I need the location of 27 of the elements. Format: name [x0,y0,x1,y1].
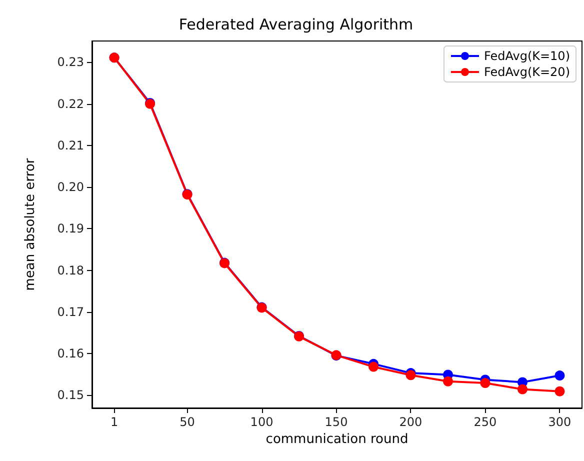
y-axis-title: mean absolute error [23,158,38,291]
point [554,386,565,396]
x-tick-label: 300 [548,415,572,429]
y-tick-label: 0.19 [57,222,84,236]
y-tick-label: 0.23 [57,55,84,70]
x-tick-label: 200 [399,415,422,429]
point [480,378,490,388]
legend-label: FedAvg(K=10) [484,49,570,63]
x-tick-label: 150 [324,415,348,429]
y-tick-label: 0.18 [57,263,84,278]
chart-title: Federated Averaging Algorithm [178,16,414,34]
x-axis-title: communication round [266,432,408,447]
point [517,384,528,394]
y-tick-label: 0.21 [57,138,84,152]
legend-label: FedAvg(K=20) [484,65,570,79]
point [368,362,378,372]
point [443,376,453,386]
point [554,370,565,381]
y-tick-label: 0.22 [57,96,84,111]
x-tick-label: 50 [180,415,195,429]
x-tick-label: 1 [110,415,118,429]
y-tick-label: 0.17 [57,304,84,319]
x-tick-label: 100 [250,415,274,429]
y-tick-label: 0.20 [57,180,84,194]
x-tick-label: 250 [474,415,497,429]
y-tick-label: 0.15 [57,388,84,402]
y-tick-label: 0.16 [57,346,84,360]
